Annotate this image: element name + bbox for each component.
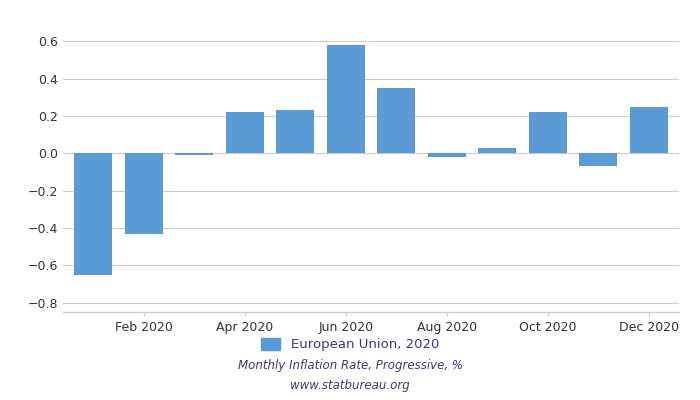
Text: www.statbureau.org: www.statbureau.org (290, 380, 410, 392)
Bar (528, 112, 567, 153)
Bar (125, 153, 162, 234)
Bar (226, 112, 264, 153)
Bar (377, 88, 415, 153)
Bar (327, 45, 365, 153)
Bar (478, 148, 516, 153)
Bar (428, 153, 466, 157)
Bar (630, 107, 668, 153)
Text: Monthly Inflation Rate, Progressive, %: Monthly Inflation Rate, Progressive, % (237, 360, 463, 372)
Bar (580, 153, 617, 166)
Bar (175, 153, 214, 155)
Bar (276, 110, 314, 153)
Legend: European Union, 2020: European Union, 2020 (256, 332, 444, 356)
Bar (74, 153, 112, 275)
